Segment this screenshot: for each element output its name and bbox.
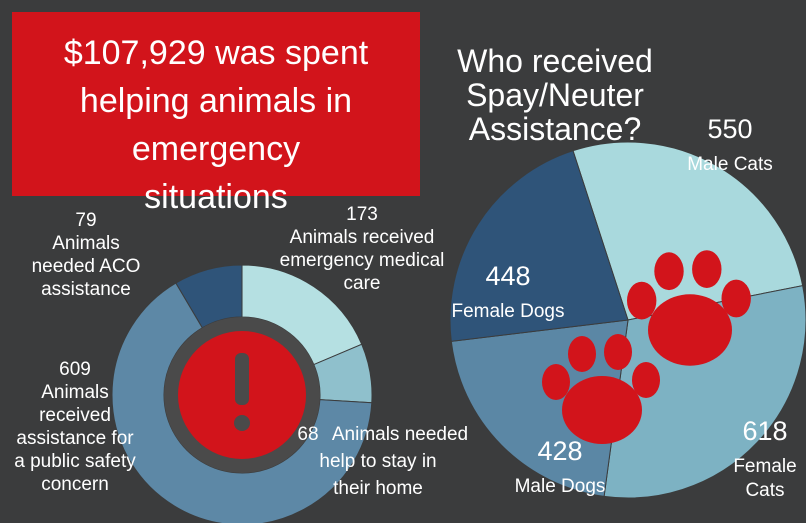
paw-toe: [692, 250, 722, 288]
value-label: 173: [346, 204, 378, 225]
value-label: 550: [707, 114, 752, 144]
alert-dot: [234, 415, 250, 431]
paw-toe: [604, 334, 632, 370]
value-label: 618: [742, 416, 787, 446]
alert-bar: [235, 353, 249, 405]
segment-label: Female Dogs: [452, 301, 565, 322]
segment-label: Animals received emergency medical care: [280, 227, 445, 294]
segment-label: Male Cats: [687, 154, 773, 175]
paw-toe: [632, 362, 660, 398]
segment-label: Animals needed ACO assistance: [32, 233, 141, 300]
segment: [572, 141, 804, 321]
value-label: 79: [75, 210, 96, 231]
headline: $107,929 was spent helping animals in emer…: [64, 34, 369, 216]
headline-box: [12, 12, 420, 196]
segment-label: Female Cats: [733, 456, 796, 501]
segment-label: Male Dogs: [515, 476, 606, 497]
paw-toe: [542, 364, 570, 400]
value-label: 609: [59, 359, 91, 380]
value-label: 68: [297, 424, 318, 445]
segment: [449, 150, 629, 342]
segment-label: Animals needed help to stay in their home: [319, 424, 468, 499]
paw-pad: [562, 376, 642, 444]
value-label: 428: [537, 436, 582, 466]
paw-pad: [648, 294, 732, 366]
value-label: 448: [485, 261, 530, 291]
paw-toe: [627, 281, 657, 320]
paw-toe: [721, 279, 751, 318]
pie-chart: Who received Spay/Neuter Assistance? 550 Mal…: [449, 43, 806, 501]
segment-label: Animals received assistance for a public sa…: [14, 382, 136, 495]
paw-toe: [568, 336, 596, 372]
paw-toe: [654, 252, 684, 291]
chart-title: Who received Spay/Neuter Assistance?: [457, 43, 653, 147]
